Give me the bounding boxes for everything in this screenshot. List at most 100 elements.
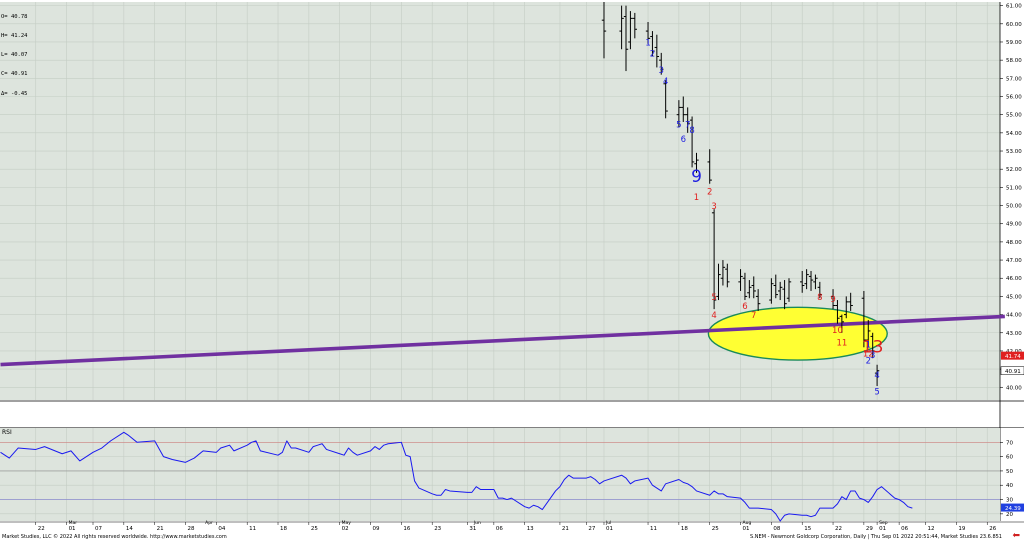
price-tick-label: 59.00 — [1006, 40, 1022, 46]
count-label: 6 — [681, 135, 686, 145]
ohlc-bar — [742, 272, 748, 301]
ohlc-bar — [654, 34, 660, 68]
rsi-tick-label: 40 — [1006, 483, 1013, 489]
x-day-label: 09 — [373, 526, 380, 532]
x-day-label: 22 — [38, 526, 45, 532]
rsi-line — [0, 431, 913, 522]
ohlc-bar — [707, 149, 712, 184]
price-tick-label: 45.00 — [1006, 294, 1022, 300]
ohlc-bar — [800, 270, 805, 293]
ohlc-bar — [747, 280, 752, 299]
ohlc-bar — [769, 278, 774, 304]
trendline — [0, 314, 1005, 367]
x-day-label: 15 — [804, 526, 811, 532]
x-month-label: Mar — [69, 520, 78, 526]
ohlc-bar — [676, 100, 682, 128]
price-tick-label: 57.00 — [1006, 76, 1022, 82]
count-label: 3 — [870, 351, 875, 361]
ohlc-bar — [813, 274, 818, 290]
ohlc-bar — [738, 269, 743, 291]
x-day-label: 25 — [712, 526, 719, 532]
x-day-label: 19 — [958, 526, 965, 532]
ohlc-bar — [835, 300, 840, 324]
rsi-tick-label: 50 — [1006, 469, 1013, 475]
x-day-label: 18 — [681, 526, 688, 532]
x-day-label: 01 — [743, 526, 750, 532]
ohlc-bar — [601, 2, 607, 59]
count-label: 6 — [742, 302, 747, 312]
count-label: 4 — [874, 371, 879, 381]
x-day-label: 01 — [69, 526, 76, 532]
ohlc-bar — [808, 270, 814, 291]
ohlc-bar — [866, 320, 871, 348]
x-month-label: Aug — [743, 520, 752, 526]
price-panel: 61.00 60.00 59.00 58.00 57.00 56.00 55.00 54.00… — [0, 2, 1024, 521]
ohlc-bar — [632, 12, 638, 39]
count-label: 4 — [663, 77, 668, 87]
ohlc-bar — [650, 31, 655, 57]
ohlc-bar — [663, 80, 668, 119]
ohlc-bar — [786, 278, 792, 302]
x-day-label: 23 — [434, 526, 441, 532]
ohlc-bar — [645, 21, 651, 44]
price-tick-label: 52.00 — [1006, 167, 1022, 173]
count-label: 5 — [711, 293, 716, 303]
ohlc-bar — [681, 96, 686, 122]
ohlc-bar — [874, 364, 880, 387]
highlight-ellipse — [707, 306, 888, 361]
x-day-label: 31 — [469, 526, 476, 532]
x-day-label: 08 — [773, 526, 780, 532]
ohlc-bar — [694, 152, 699, 173]
x-day-label: 18 — [280, 526, 287, 532]
ohlc-bar — [619, 5, 624, 50]
count-label: 9 — [691, 167, 702, 187]
rsi-panel: 70 60 50 40 30 20 RSI 24.39 — [0, 427, 1024, 522]
ohlc-high: H= 41.24 — [1, 33, 28, 40]
price-tick-label: 48.00 — [1006, 240, 1022, 246]
price-badge-label: 40.91 — [1005, 369, 1021, 375]
ohlc-open: O= 40.78 — [1, 13, 28, 20]
ohlc-bar — [725, 263, 730, 288]
price-tick-label: 53.00 — [1006, 149, 1022, 155]
x-day-label: 12 — [928, 526, 935, 532]
count-label: 3 — [659, 66, 664, 76]
ohlc-bar — [711, 209, 717, 310]
ohlc-bar — [685, 107, 690, 133]
ohlc-bar — [817, 281, 823, 299]
ohlc-bar — [844, 296, 849, 319]
x-day-label: 21 — [562, 526, 569, 532]
x-day-label: 27 — [588, 526, 595, 532]
count-label: 11 — [836, 338, 847, 348]
x-day-label: 11 — [650, 526, 657, 532]
x-month-label: Sep — [879, 520, 888, 526]
price-badge — [1000, 366, 1024, 375]
copyright-footer: Market Studies, LLC © 2022 All rights re… — [2, 534, 227, 540]
x-day-label: 25 — [311, 526, 318, 532]
x-month-label: Jun — [473, 520, 481, 526]
ohlc-bar — [830, 289, 836, 310]
ohlc-bar — [804, 269, 809, 290]
x-day-label: 28 — [188, 526, 195, 532]
ohlc-bar — [782, 280, 787, 310]
count-label: 9 — [830, 295, 835, 305]
count-label: 3 — [711, 202, 716, 212]
rsi-tick-label: 30 — [1006, 498, 1013, 504]
price-tick-label: 47.00 — [1006, 258, 1022, 264]
count-label: 12 — [863, 349, 874, 359]
price-tick-label: 44.00 — [1006, 313, 1022, 319]
ohlc-bar — [623, 5, 629, 72]
ohlc-bar — [777, 281, 783, 301]
price-tick-label: 58.00 — [1006, 58, 1022, 64]
x-day-label: 11 — [249, 526, 256, 532]
count-label: 5 — [874, 388, 879, 398]
count-label: 2 — [707, 188, 712, 198]
ohlc-bar — [861, 290, 867, 348]
price-tick-label: 43.00 — [1006, 331, 1022, 337]
count-label: 10 — [832, 326, 843, 336]
ohlc-low: L= 40.07 — [1, 52, 28, 59]
price-tick-label: 61.00 — [1006, 4, 1022, 10]
scroll-left-arrow-icon[interactable]: ⬅ — [1012, 531, 1020, 541]
ohlc-bar — [716, 263, 721, 301]
price-badge-label: 41.74 — [1005, 354, 1021, 360]
x-day-label: 04 — [218, 526, 225, 532]
